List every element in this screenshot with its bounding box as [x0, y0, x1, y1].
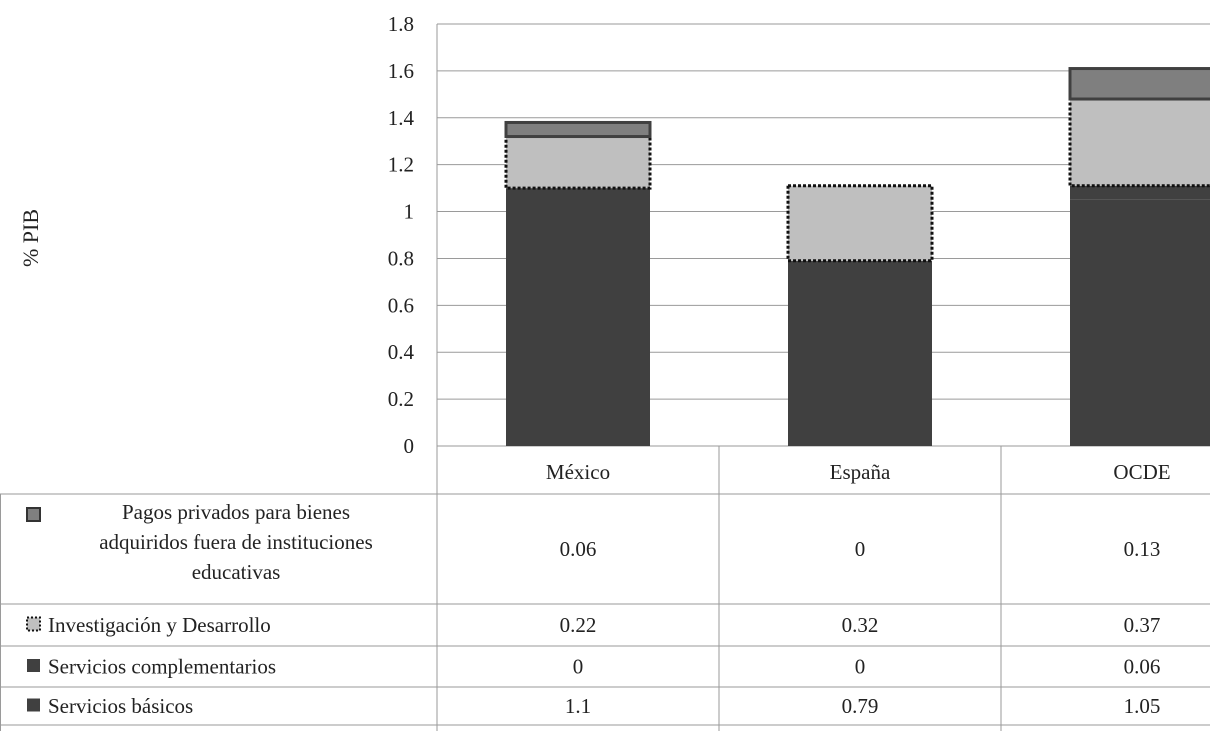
data-value-label: 0.32	[842, 613, 879, 637]
bar-servicios-basicos-mexico	[506, 188, 650, 446]
data-value-label: 0	[855, 537, 866, 561]
legend-swatch-investigacion-y-desarrollo	[26, 616, 41, 632]
y-tick-label: 1.2	[388, 153, 414, 177]
data-value-label: 0.06	[560, 537, 597, 561]
data-value-label: 0	[573, 655, 584, 679]
data-value-label: 0	[855, 655, 866, 679]
bar-servicios-basicos-espana	[788, 260, 932, 446]
data-value-label: 0.79	[842, 694, 879, 718]
bar-servicios-basicos-ocde	[1070, 199, 1210, 446]
y-tick-label: 0.6	[388, 293, 414, 317]
data-value-label: 1.1	[565, 694, 591, 718]
data-table: México España OCDE Pagos privados para bien…	[0, 446, 1210, 731]
y-tick-label: 0	[404, 434, 415, 458]
data-value-label: 0.13	[1124, 537, 1161, 561]
bar-pagos-privados-para-bienes-adquiridos-fuera-de-instituciones-educativas-mexico	[504, 120, 652, 139]
legend-swatch-servicios-complementarios	[27, 659, 40, 672]
bars	[504, 67, 1210, 446]
x-category-label: España	[830, 460, 891, 484]
legend-label: Pagos privados para bienes	[122, 500, 350, 524]
legend-label: Servicios básicos	[48, 694, 193, 718]
bar-investigacion-y-desarrollo-ocde	[1068, 97, 1210, 188]
x-category-label: México	[546, 460, 610, 484]
legend-swatch-pagos-privados-para-bienes-adquiridos-fuera-de-instituciones-educativas	[26, 507, 41, 522]
data-value-label: 0.06	[1124, 655, 1161, 679]
bar-investigacion-y-desarrollo-espana	[786, 184, 934, 263]
y-axis-label: % PIB	[18, 209, 43, 267]
y-axis: 0 0.2 0.4 0.6 0.8 1 1.2 1.4 1.6 1.8	[388, 12, 415, 458]
data-value-label: 0.22	[560, 613, 597, 637]
y-tick-label: 1.4	[388, 106, 415, 130]
legend-swatch-servicios-basicos	[27, 698, 40, 712]
y-tick-label: 1.6	[388, 59, 414, 83]
data-value-label: 1.05	[1124, 694, 1161, 718]
legend-label: Investigación y Desarrollo	[48, 613, 271, 637]
y-tick-label: 1.8	[388, 12, 414, 36]
bar-investigacion-y-desarrollo-mexico	[504, 135, 652, 190]
y-tick-label: 1	[404, 200, 415, 224]
legend-label: Servicios complementarios	[48, 655, 276, 679]
bar-pagos-privados-para-bienes-adquiridos-fuera-de-instituciones-educativas-ocde	[1068, 67, 1210, 101]
data-value-label: 0.37	[1124, 613, 1161, 637]
legend-label: educativas	[192, 560, 281, 584]
y-tick-label: 0.8	[388, 246, 414, 270]
bar-servicios-complementarios-ocde	[1070, 185, 1210, 200]
x-category-label: OCDE	[1113, 460, 1170, 484]
legend-label: adquiridos fuera de instituciones	[99, 530, 373, 554]
y-tick-label: 0.4	[388, 340, 415, 364]
y-tick-label: 0.2	[388, 387, 414, 411]
